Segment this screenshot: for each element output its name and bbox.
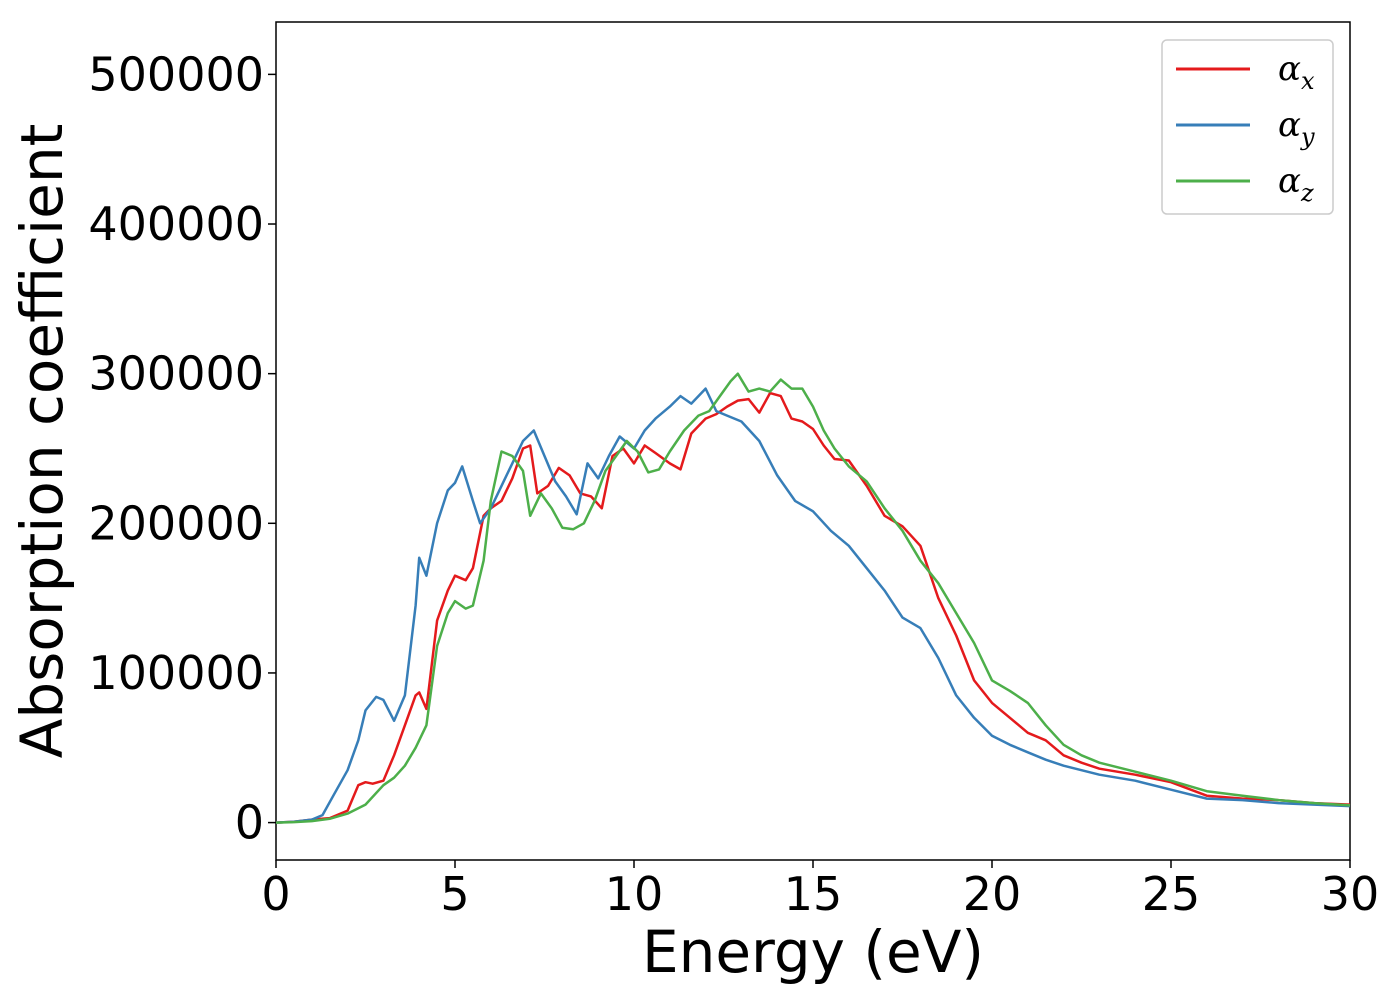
y-tick-label: 400000 — [88, 197, 264, 251]
x-axis-title: Energy (eV) — [642, 918, 984, 986]
y-tick-label: 0 — [235, 796, 264, 850]
y-tick-label: 100000 — [88, 646, 264, 700]
y-tick-label: 200000 — [88, 496, 264, 550]
series-line-x — [275, 391, 1351, 824]
series-line-z — [275, 372, 1351, 824]
x-tick-label: 15 — [784, 867, 843, 921]
x-tick-label: 0 — [261, 867, 290, 921]
y-axis-title: Absorption coefficient — [8, 124, 76, 759]
x-tick-label: 5 — [440, 867, 469, 921]
legend-label-z: αz — [1278, 161, 1314, 207]
y-tick-label: 500000 — [88, 47, 264, 101]
series-line-y — [275, 387, 1351, 824]
legend-box — [1161, 39, 1334, 215]
series-layer — [275, 372, 1351, 824]
x-tick-label: 25 — [1142, 867, 1201, 921]
x-tick-label: 30 — [1321, 867, 1380, 921]
y-axis-ticks: 0 100000 200000 300000 400000 500000 — [88, 47, 276, 850]
x-axis-ticks: 0 5 10 15 20 25 30 — [261, 860, 1379, 921]
y-tick-label: 300000 — [88, 347, 264, 401]
x-tick-label: 20 — [963, 867, 1022, 921]
x-tick-label: 10 — [605, 867, 664, 921]
